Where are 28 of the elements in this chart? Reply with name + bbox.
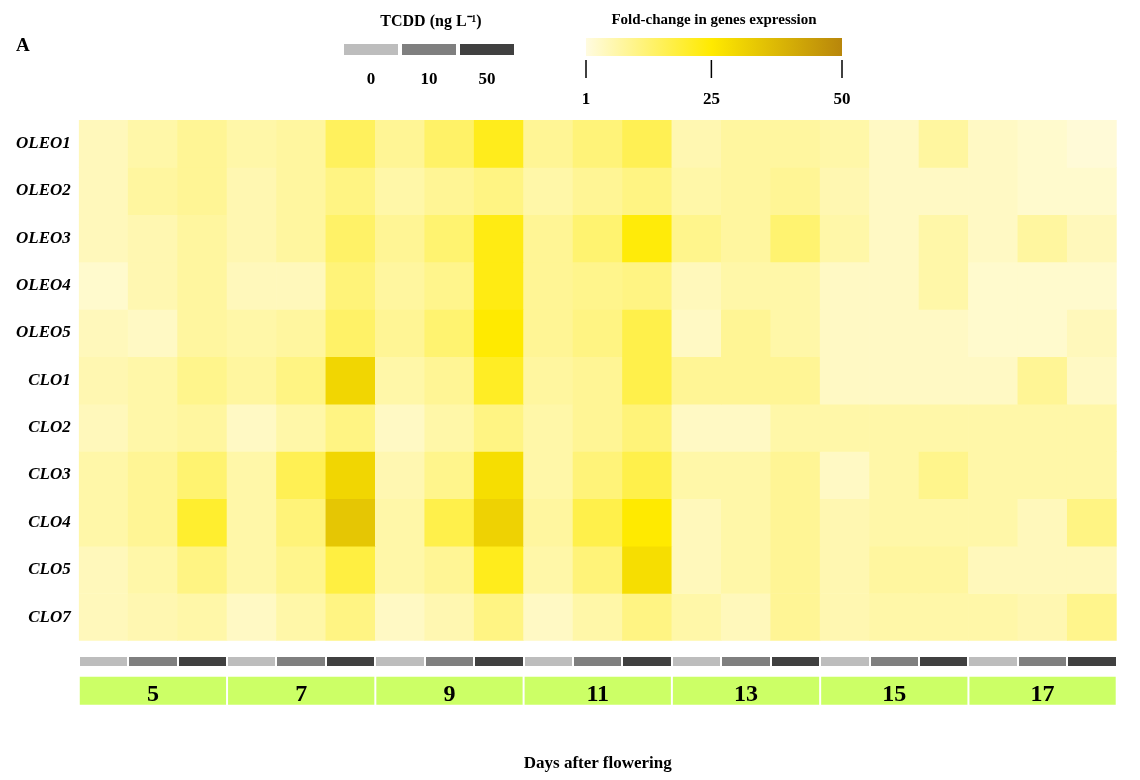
y-tick-label: OLEO5 xyxy=(16,322,72,342)
x-tick-label: 7 xyxy=(295,680,308,707)
y-tick-label: CLO4 xyxy=(28,511,71,531)
y-tick-label: OLEO3 xyxy=(16,227,72,247)
color-bar-title: Fold-change in genes expression xyxy=(611,10,818,27)
x-tick-label: 15 xyxy=(882,680,907,707)
y-tick-label: CLO5 xyxy=(28,559,72,579)
x-tick-label: 13 xyxy=(734,680,759,707)
text: 10 xyxy=(420,69,438,89)
x-axis-title: Days after flowering xyxy=(523,753,673,773)
y-tick-label: CLO2 xyxy=(28,417,72,437)
color-bar-label: 25 xyxy=(702,89,720,109)
y-tick-label: CLO3 xyxy=(28,464,72,484)
y-tick-label: CLO1 xyxy=(28,369,71,389)
legend-title: TCDD (ng L⁻¹) xyxy=(380,12,482,31)
x-tick-label: 11 xyxy=(586,680,610,707)
y-tick-label: OLEO4 xyxy=(16,275,71,295)
x-tick-label: 5 xyxy=(146,680,159,707)
text: 0 xyxy=(366,69,376,89)
color-bar-label: 50 xyxy=(833,89,851,109)
color-bar-label: 1 xyxy=(581,89,591,109)
y-tick-label: OLEO2 xyxy=(16,180,72,200)
x-tick-label: 17 xyxy=(1030,680,1055,707)
text: 50 xyxy=(478,69,496,89)
text: A xyxy=(16,33,30,55)
y-tick-label: CLO7 xyxy=(28,606,73,626)
x-tick-label: 9 xyxy=(443,680,456,707)
y-tick-label: OLEO1 xyxy=(16,133,71,153)
